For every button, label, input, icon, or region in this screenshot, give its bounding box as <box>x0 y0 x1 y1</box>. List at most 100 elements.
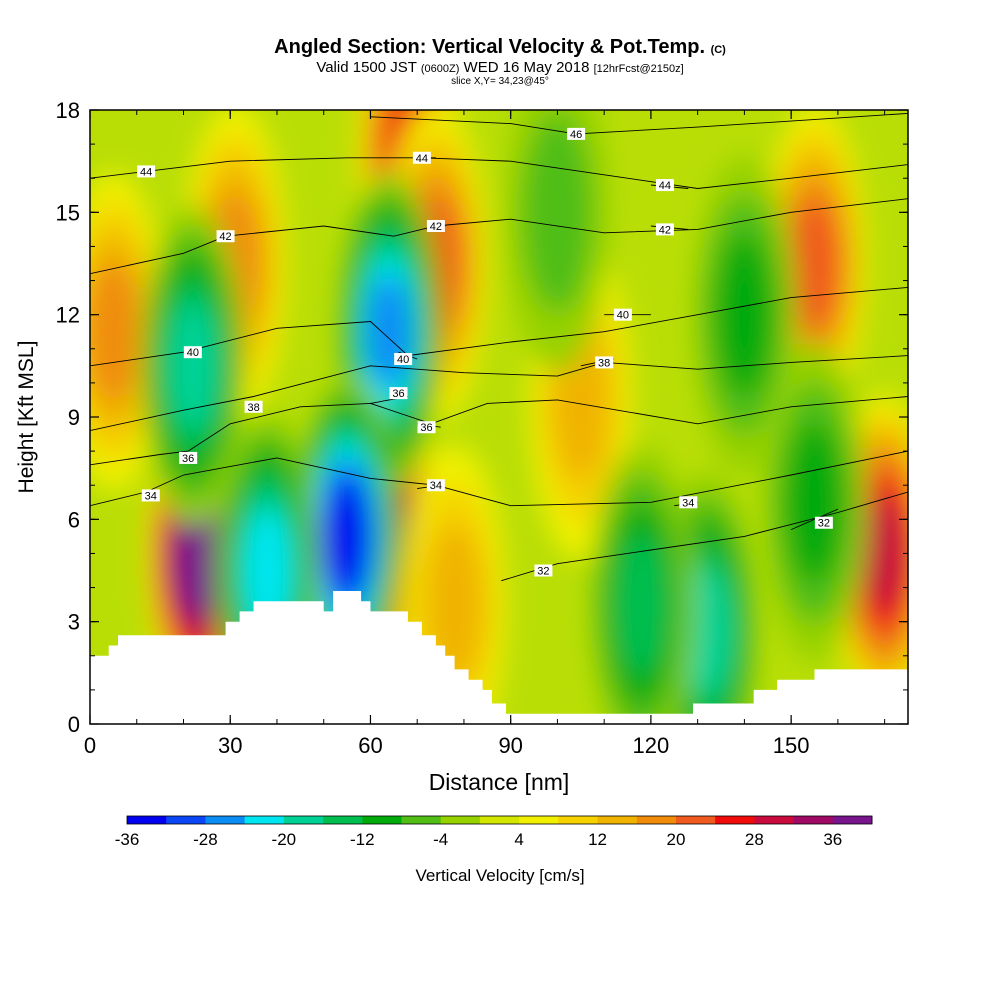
x-tick-label: 0 <box>84 733 96 758</box>
colorbar-swatch <box>401 816 442 824</box>
colorbar-swatch <box>166 816 206 824</box>
chart-title: Angled Section: Vertical Velocity & Pot.… <box>274 36 726 58</box>
contour-label: 44 <box>659 180 671 192</box>
contour-label: 42 <box>659 224 671 236</box>
contour-label-box <box>679 496 698 509</box>
downdraft-cell <box>243 510 292 631</box>
x-tick-label: 90 <box>498 733 522 758</box>
downdraft-cell <box>715 234 774 395</box>
colorbar-swatch <box>127 816 167 824</box>
terrain <box>90 591 908 724</box>
velocity-field <box>90 110 908 724</box>
contour-label: 40 <box>397 354 409 366</box>
colorbar-label: Vertical Velocity [cm/s] <box>415 866 584 885</box>
contour-label-box <box>417 421 436 434</box>
contour-label: 40 <box>617 310 629 322</box>
colorbar-tick-label: 12 <box>588 830 607 849</box>
contour-label: 42 <box>430 221 442 233</box>
x-axis-label: Distance [nm] <box>429 769 570 795</box>
y-tick-label: 3 <box>68 610 80 635</box>
pot-temp-contour <box>90 286 908 367</box>
colorbar-swatch <box>323 816 363 824</box>
contour-label: 42 <box>219 231 231 243</box>
colorbar-tick-label: 4 <box>514 830 523 849</box>
pot-temp-contour <box>90 396 908 466</box>
y-tick-label: 15 <box>56 200 80 225</box>
colorbar-swatch <box>440 816 481 824</box>
colorbar-tick-label: -12 <box>350 830 375 849</box>
colorbar: -36 -28 -20 -12 -4 4 12 20 28 36 <box>115 815 873 849</box>
downdraft-cell <box>168 301 218 430</box>
colorbar-swatch <box>205 816 246 824</box>
contour-label-box <box>179 451 198 464</box>
pot-temp-contour <box>90 450 908 507</box>
colorbar-swatch <box>244 816 285 824</box>
contour-label-box <box>534 564 553 577</box>
colorbar-swatch <box>519 816 559 824</box>
contour-label-box <box>216 230 235 243</box>
colorbar-swatch <box>675 816 716 824</box>
downdraft-cell <box>785 422 844 583</box>
y-tick-label: 12 <box>56 303 80 328</box>
colorbar-tick-label: 28 <box>745 830 764 849</box>
updraft-cell <box>90 261 140 402</box>
updraft-cell <box>861 496 908 611</box>
contour-labels: 32 32 34 34 34 36 36 36 38 38 40 40 40 42 42 42 44 44 44 46 <box>137 127 833 578</box>
contour-label: 36 <box>392 388 404 400</box>
contour-label: 36 <box>182 453 194 465</box>
pot-temp-contour <box>90 355 908 432</box>
updraft-cell <box>425 524 484 685</box>
x-tick-label: 150 <box>773 733 810 758</box>
contour-label-box <box>183 346 202 359</box>
colorbar-tick-label: -28 <box>193 830 218 849</box>
contour-label-box <box>412 151 431 164</box>
downdraft-cell <box>682 567 732 696</box>
x-tick-label: 30 <box>218 733 242 758</box>
contour-label-box <box>655 179 674 192</box>
contour-label: 44 <box>416 153 428 165</box>
contour-label: 40 <box>187 347 199 359</box>
contour-label: 44 <box>140 166 152 178</box>
y-tick-label: 18 <box>56 98 80 123</box>
downdraft-cell <box>325 483 369 590</box>
contour-label: 36 <box>420 422 432 434</box>
contour-label: 32 <box>818 518 830 530</box>
contour-label-box <box>394 353 413 366</box>
colorbar-tick-label: 36 <box>823 830 842 849</box>
updraft-cell <box>176 501 219 606</box>
pot-temp-contour <box>90 157 908 189</box>
contour-label-box <box>244 400 263 413</box>
contour-label-box <box>595 356 614 369</box>
contour-label-box <box>655 223 674 236</box>
y-tick-label: 6 <box>68 507 80 532</box>
updraft-cell <box>789 199 840 328</box>
colorbar-swatch <box>754 816 795 824</box>
contour-label: 32 <box>537 566 549 578</box>
colorbar-tick-label: -20 <box>272 830 297 849</box>
contour-label-box <box>389 387 408 400</box>
y-tick-label: 9 <box>68 405 80 430</box>
contour-label-box <box>426 219 445 232</box>
contour-label-box <box>137 165 156 178</box>
colorbar-tick-label: -36 <box>115 830 140 849</box>
colorbar-swatch <box>636 816 677 824</box>
colorbar-tick-label: -4 <box>433 830 448 849</box>
colorbar-swatch <box>793 816 834 824</box>
colorbar-swatch <box>715 816 755 824</box>
colorbar-swatch <box>558 816 599 824</box>
y-tick-label: 0 <box>68 712 80 737</box>
contour-label: 46 <box>570 129 582 141</box>
colorbar-frame <box>126 815 873 825</box>
colorbar-swatch <box>479 816 520 824</box>
contour-label-box <box>567 127 586 140</box>
contour-label-box <box>814 516 833 529</box>
contour-label: 34 <box>430 480 442 492</box>
colorbar-swatch <box>283 816 324 824</box>
contour-label: 38 <box>247 402 259 414</box>
contour-label-box <box>141 489 160 502</box>
x-tick-label: 60 <box>358 733 382 758</box>
downdraft-cell <box>522 112 593 313</box>
contour-label: 34 <box>145 490 157 502</box>
colorbar-tick-label: 20 <box>666 830 685 849</box>
slice-label: slice X,Y= 34,23@45° <box>451 76 549 87</box>
